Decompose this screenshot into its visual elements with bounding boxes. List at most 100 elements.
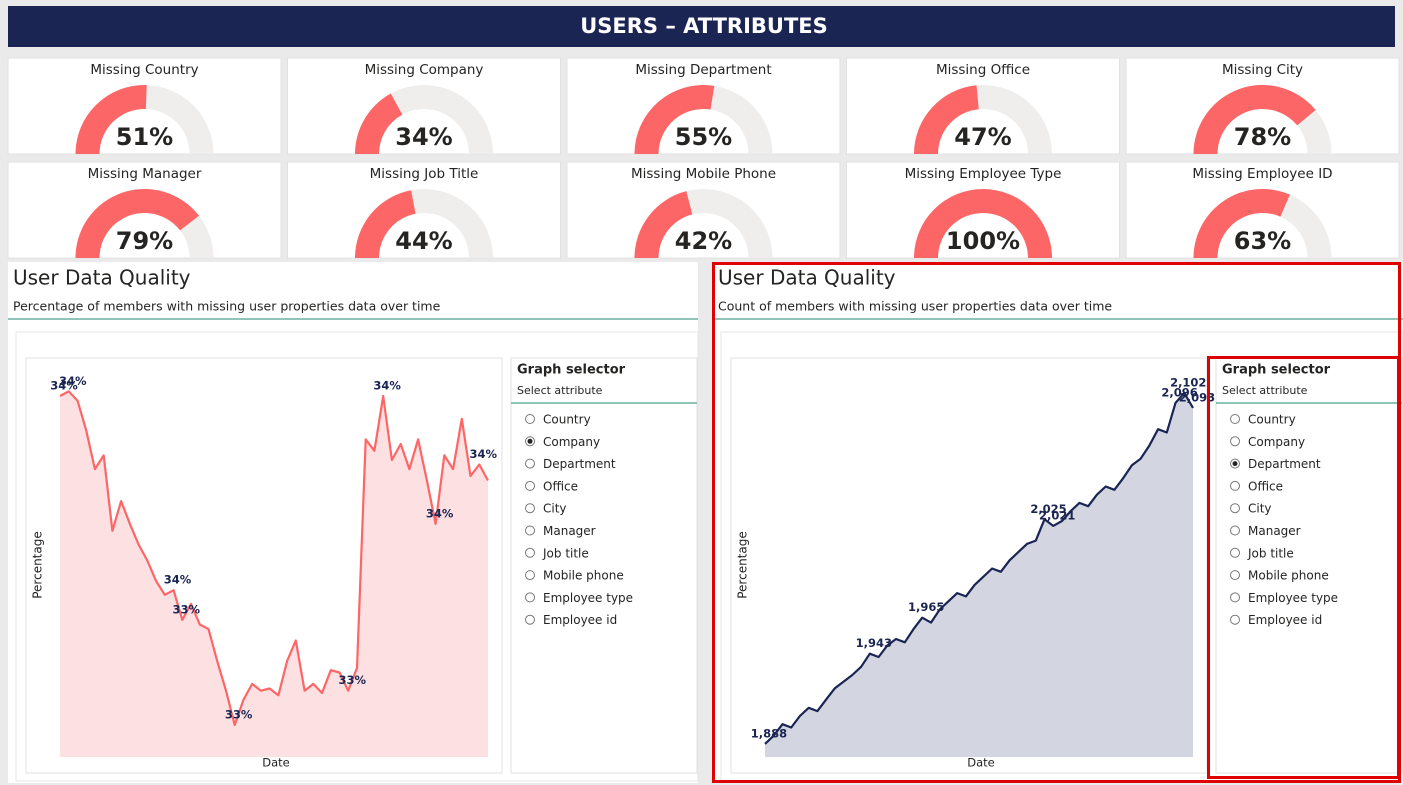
gauge-label: Missing Manager [88, 166, 202, 182]
radio-option[interactable]: Mobile phone [525, 569, 624, 583]
radio-label[interactable]: Employee id [1248, 613, 1322, 627]
visual-frame [15, 331, 699, 782]
gauge-card: Missing Job Title 44% [287, 161, 561, 259]
panel-title: User Data Quality [13, 266, 191, 290]
radio-label[interactable]: City [543, 502, 567, 516]
y-axis-label: Percentage [31, 531, 45, 599]
radio-button[interactable] [1230, 436, 1240, 447]
data-label: 34% [426, 506, 454, 520]
line [59, 390, 489, 727]
radio-option[interactable]: Country [525, 413, 591, 427]
panel-subtitle: Count of members with missing user prope… [718, 299, 1112, 314]
panel: User Data Quality Percentage of members w… [8, 262, 699, 783]
gauge-label: Missing City [1222, 62, 1303, 78]
radio-label[interactable]: Company [1248, 435, 1305, 449]
card [566, 161, 841, 259]
gauge-card: Missing Employee ID 63% [1125, 161, 1400, 259]
gauge-label: Missing Company [365, 62, 484, 78]
selector-frame [1215, 357, 1403, 774]
card [7, 57, 282, 155]
radio-option[interactable]: Manager [525, 524, 596, 538]
radio-option[interactable]: Department [1230, 457, 1321, 471]
x-axis-label: Date [967, 756, 995, 770]
radio-label[interactable]: City [1248, 502, 1272, 516]
radio-button[interactable] [1230, 570, 1240, 581]
data-label: 34% [373, 378, 401, 392]
radio-label[interactable]: Department [1248, 457, 1321, 471]
data-label: 34% [59, 374, 87, 388]
radio-button[interactable] [525, 480, 535, 491]
radio-option[interactable]: City [525, 502, 567, 516]
data-label: 2,093 [1179, 390, 1215, 404]
radio-label[interactable]: Manager [1248, 524, 1301, 538]
radio-button[interactable] [525, 458, 535, 469]
radio-button[interactable] [525, 547, 535, 558]
data-label: 34% [164, 573, 192, 587]
radio-option[interactable]: Company [525, 435, 601, 449]
radio-label[interactable]: Office [1248, 479, 1283, 493]
radio-label[interactable]: Manager [543, 524, 596, 538]
radio-option[interactable]: Manager [1230, 524, 1301, 538]
radio-label[interactable]: Employee id [543, 613, 617, 627]
gauge-label: Missing Job Title [370, 166, 479, 182]
data-label: 34% [469, 447, 497, 461]
radio-button[interactable] [525, 503, 535, 514]
gauge-label: Missing Employee Type [905, 166, 1062, 182]
radio-button[interactable] [1230, 414, 1240, 424]
radio-label[interactable]: Office [543, 479, 578, 493]
header-bar [8, 6, 1395, 47]
radio-button[interactable] [525, 614, 535, 625]
radio-option[interactable]: Company [1230, 435, 1306, 449]
radio-label[interactable]: Employee type [543, 591, 633, 605]
gauge-value: 47% [954, 123, 1011, 151]
radio-label[interactable]: Mobile phone [543, 569, 624, 583]
x-axis-label: Date [262, 756, 290, 770]
radio-option[interactable]: Employee type [1230, 591, 1339, 605]
radio-label[interactable]: Employee type [1248, 591, 1338, 605]
radio-button[interactable] [525, 570, 535, 581]
gauge-label: Missing Office [936, 62, 1030, 78]
radio-label[interactable]: Department [543, 457, 616, 471]
data-label: 34% [50, 378, 78, 392]
radio-button[interactable] [525, 592, 535, 603]
radio-button[interactable] [1230, 480, 1240, 491]
radio-dot [1232, 461, 1238, 467]
gauge-value: 79% [116, 227, 173, 255]
area-fill [765, 393, 1193, 757]
radio-label[interactable]: Job title [542, 546, 589, 560]
radio-option[interactable]: City [1230, 502, 1272, 516]
radio-label[interactable]: Mobile phone [1248, 569, 1329, 583]
radio-option[interactable]: Employee id [525, 613, 618, 627]
radio-button[interactable] [525, 525, 535, 536]
panel-subtitle: Percentage of members with missing user … [13, 299, 441, 314]
radio-option[interactable]: Employee type [525, 591, 634, 605]
radio-button[interactable] [1230, 614, 1240, 625]
radio-label[interactable]: Country [1248, 413, 1296, 427]
radio-label[interactable]: Job title [1247, 546, 1294, 560]
radio-option[interactable]: Office [1230, 479, 1284, 493]
radio-option[interactable]: Office [525, 479, 579, 493]
radio-option[interactable]: Job title [525, 546, 589, 560]
data-label: 2,102 [1170, 376, 1206, 390]
radio-button[interactable] [1230, 503, 1240, 514]
radio-label[interactable]: Country [543, 413, 591, 427]
radio-option[interactable]: Employee id [1230, 613, 1323, 627]
gauge-value: 100% [946, 227, 1020, 255]
radio-option[interactable]: Job title [1230, 546, 1294, 560]
gauge-value: 55% [675, 123, 732, 151]
gauge-arc [914, 85, 979, 154]
radio-button[interactable] [1230, 592, 1240, 603]
radio-button[interactable] [1230, 547, 1240, 558]
gauge-card: Missing Employee Type 100% [846, 161, 1120, 259]
data-label: 2,096 [1161, 385, 1197, 399]
radio-button[interactable] [525, 414, 535, 424]
gauge-value: 78% [1234, 123, 1291, 151]
gauge-card: Missing Office 47% [846, 57, 1120, 155]
radio-option[interactable]: Country [1230, 413, 1296, 427]
radio-button[interactable] [1230, 525, 1240, 536]
radio-option[interactable]: Department [525, 457, 616, 471]
radio-label[interactable]: Company [543, 435, 600, 449]
gauge-arc [355, 93, 403, 154]
radio-option[interactable]: Mobile phone [1230, 569, 1329, 583]
